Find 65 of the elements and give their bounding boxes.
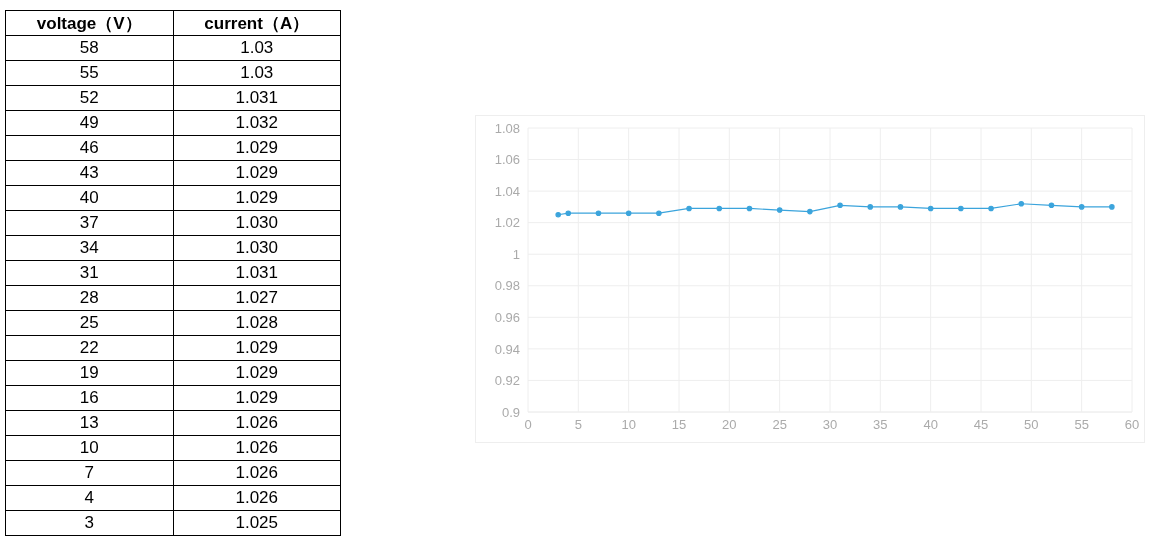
text: 1.029	[235, 388, 279, 407]
x-tick-label: 0	[524, 417, 532, 433]
text: 1.026	[235, 488, 279, 507]
text: 1.030	[235, 213, 279, 232]
text: current（A）	[173, 10, 341, 36]
text: 1.026	[235, 413, 279, 432]
x-tick-label: 40	[923, 417, 938, 433]
text: 46	[5, 135, 173, 161]
text: 1.03	[240, 38, 274, 57]
text: 1.032	[235, 113, 279, 132]
text: 1.027	[235, 288, 279, 307]
x-tick-label: 15	[671, 417, 687, 433]
x-tick-label: 25	[772, 417, 787, 433]
x-tick-label: 35	[873, 417, 888, 433]
text: 49	[5, 110, 173, 136]
text: 19	[5, 360, 173, 386]
text: 34	[5, 235, 173, 261]
x-tick-label: 30	[822, 417, 838, 433]
text: voltage（V）	[5, 10, 173, 36]
y-tick-label: 1.02	[494, 215, 520, 231]
y-tick-label: 0.9	[501, 404, 520, 420]
y-tick-label: 0.98	[494, 278, 520, 294]
x-tick-label: 45	[973, 417, 989, 433]
text: 52	[5, 85, 173, 111]
text: 31	[5, 260, 173, 286]
y-tick-label: 0.94	[494, 341, 520, 357]
text: 1.029	[235, 163, 279, 182]
text: 37	[5, 210, 173, 236]
y-tick-label: 1.06	[494, 152, 520, 168]
text: 1.029	[235, 138, 279, 157]
text: 1.029	[235, 363, 279, 382]
text: 1.030	[235, 238, 279, 257]
x-tick-label: 55	[1074, 417, 1089, 433]
text: 43	[5, 160, 173, 186]
text: 16	[5, 385, 173, 411]
text: 25	[5, 310, 173, 336]
text: 28	[5, 285, 173, 311]
text: 1.025	[235, 513, 279, 532]
text: 1.03	[240, 63, 274, 82]
text: 1.029	[235, 188, 279, 207]
text: 13	[5, 410, 173, 436]
text: 7	[5, 460, 173, 486]
text: 1.026	[235, 438, 279, 457]
text: 40	[5, 185, 173, 211]
text: 55	[5, 60, 173, 86]
x-tick-label: 50	[1024, 417, 1039, 433]
text: 10	[5, 435, 173, 461]
y-tick-label: 1.04	[494, 183, 520, 199]
x-tick-label: 10	[621, 417, 636, 433]
y-tick-label: 0.92	[494, 373, 520, 389]
x-tick-label: 20	[722, 417, 737, 433]
text: 1.028	[235, 313, 279, 332]
text: 1.031	[235, 263, 279, 282]
text: 58	[5, 35, 173, 61]
x-tick-label: 5	[574, 417, 582, 433]
text: 1.026	[235, 463, 279, 482]
text: 1.031	[235, 88, 279, 107]
y-tick-label: 1	[512, 246, 520, 262]
y-tick-label: 0.96	[494, 309, 520, 325]
text: 4	[5, 485, 173, 511]
text: 3	[5, 510, 173, 536]
x-tick-label: 60	[1124, 417, 1140, 433]
text: 22	[5, 335, 173, 361]
y-tick-label: 1.08	[494, 120, 520, 136]
text: 1.029	[235, 338, 279, 357]
